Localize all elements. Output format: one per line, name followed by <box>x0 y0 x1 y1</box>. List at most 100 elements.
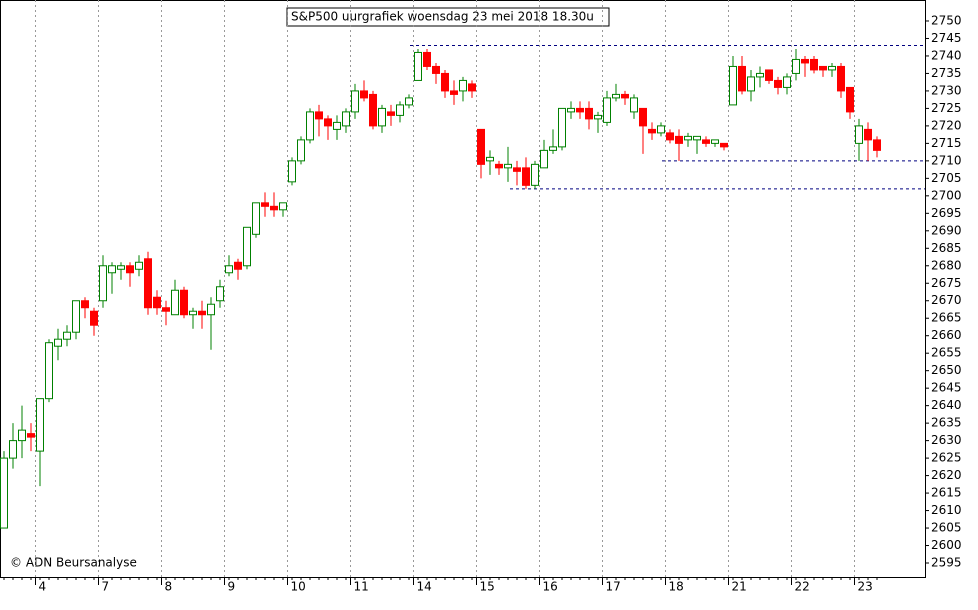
candle-body <box>576 107 584 113</box>
y-tick-label: 2665 <box>931 311 962 325</box>
candle-body <box>81 300 89 309</box>
candle-body <box>108 265 116 274</box>
candle-body <box>495 163 503 169</box>
candle-body <box>189 310 197 316</box>
x-tick-label: 7 <box>102 580 110 594</box>
candle-body <box>567 107 575 113</box>
x-tick-label: 18 <box>669 580 684 594</box>
candle-body <box>639 107 647 127</box>
candle-body <box>540 149 548 169</box>
candle-body <box>369 93 377 127</box>
candle-body <box>378 107 386 127</box>
candle-body <box>135 261 143 270</box>
candle-body <box>45 342 53 400</box>
candle-body <box>423 51 431 67</box>
y-tick-label: 2715 <box>931 136 962 150</box>
candle-body <box>207 303 215 316</box>
y-tick-label: 2615 <box>931 486 962 500</box>
candle-body <box>297 139 305 162</box>
candle-body <box>216 286 224 302</box>
candle-body <box>747 76 755 92</box>
x-tick-label: 16 <box>543 580 558 594</box>
candle-body <box>315 111 323 120</box>
candle-body <box>342 111 350 127</box>
y-tick-label: 2725 <box>931 101 962 115</box>
candle-body <box>333 121 341 130</box>
candle-body <box>414 51 422 81</box>
candle-body <box>27 433 35 438</box>
y-tick-label: 2655 <box>931 346 962 360</box>
candle-body <box>270 205 278 211</box>
x-tick-label: 4 <box>39 580 47 594</box>
candle-body <box>693 135 701 141</box>
y-tick-label: 2620 <box>931 468 962 482</box>
y-tick-label: 2600 <box>931 538 962 552</box>
candle-body <box>612 93 620 99</box>
candle-body <box>702 139 710 144</box>
candle-body <box>234 261 242 270</box>
candle-body <box>594 114 602 120</box>
candle-body <box>648 128 656 134</box>
candle-body <box>54 338 62 347</box>
y-tick-label: 2670 <box>931 293 962 307</box>
candle-body <box>585 107 593 120</box>
y-tick-label: 2640 <box>931 398 962 412</box>
candle-body <box>729 65 737 106</box>
candle-body <box>72 300 80 333</box>
candle-body <box>828 65 836 71</box>
candle-body <box>387 111 395 116</box>
candle-body <box>405 97 413 106</box>
candle-body <box>180 289 188 316</box>
y-tick-label: 2625 <box>931 451 962 465</box>
x-tick-label: 11 <box>354 580 369 594</box>
candle-body <box>0 457 8 529</box>
x-tick-label: 17 <box>606 580 621 594</box>
candle-body <box>468 83 476 92</box>
candle-body <box>18 429 26 442</box>
candle-body <box>477 128 485 165</box>
candle-body <box>450 90 458 95</box>
candle-body <box>324 118 332 127</box>
x-tick-label: 10 <box>291 580 306 594</box>
y-tick-label: 2740 <box>931 48 962 62</box>
candle-body <box>603 97 611 123</box>
y-tick-label: 2695 <box>931 206 962 220</box>
x-tick-label: 15 <box>480 580 495 594</box>
candle-body <box>711 139 719 144</box>
candle-body <box>522 167 530 186</box>
candle-body <box>549 146 557 151</box>
candle-body <box>558 107 566 148</box>
candle-body <box>513 167 521 172</box>
candle-body <box>279 202 287 211</box>
candle-body <box>360 90 368 99</box>
candle-body <box>666 132 674 141</box>
y-tick-label: 2595 <box>931 556 962 570</box>
candle-body <box>306 111 314 141</box>
y-tick-label: 2610 <box>931 503 962 517</box>
candle-body <box>738 65 746 92</box>
x-tick-label: 23 <box>858 580 873 594</box>
candle-body <box>243 226 251 267</box>
y-tick-label: 2705 <box>931 171 962 185</box>
y-tick-label: 2675 <box>931 276 962 290</box>
candle-body <box>801 58 809 64</box>
candle-body <box>198 310 206 316</box>
y-tick-label: 2745 <box>931 31 962 45</box>
x-tick-label: 22 <box>795 580 810 594</box>
y-tick-label: 2750 <box>931 13 962 27</box>
candle-body <box>720 142 728 148</box>
candle-body <box>810 58 818 71</box>
candle-body <box>675 135 683 144</box>
y-tick-label: 2650 <box>931 363 962 377</box>
x-tick-label: 21 <box>732 580 747 594</box>
candle-body <box>531 163 539 186</box>
y-tick-label: 2645 <box>931 381 962 395</box>
candle-body <box>99 265 107 302</box>
chart-title: S&P500 uurgrafiek woensdag 23 mei 2018 1… <box>291 10 594 24</box>
candle-body <box>792 58 800 74</box>
candle-body <box>171 289 179 316</box>
candle-body <box>873 139 881 151</box>
x-tick-label: 8 <box>165 580 173 594</box>
candle-body <box>288 160 296 183</box>
